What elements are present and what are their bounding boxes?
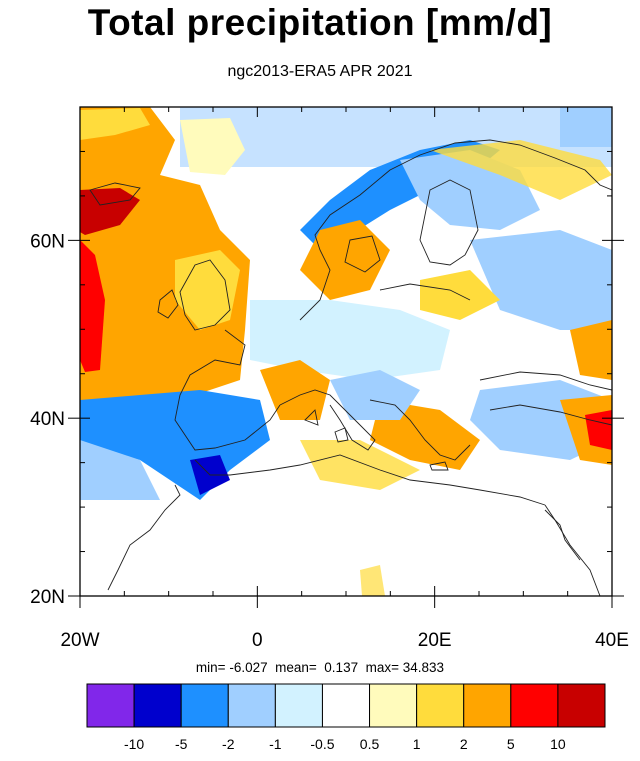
coastlines — [89, 139, 612, 596]
colorbar-swatch — [416, 683, 465, 728]
colorbar-swatch — [227, 683, 276, 728]
y-tick-label: 40N — [30, 409, 65, 430]
colorbar-label: 0.5 — [360, 736, 380, 752]
field-patch — [80, 188, 140, 235]
colorbar-swatch — [321, 683, 371, 728]
field-patch — [300, 440, 420, 490]
y-tick-label: 60N — [30, 231, 65, 252]
colorbar-swatch — [133, 683, 182, 728]
colorbar-label: 10 — [550, 736, 566, 752]
colorbar-label: -5 — [175, 736, 188, 752]
colorbar-label: 1 — [413, 736, 421, 752]
precipitation-field — [80, 107, 612, 596]
x-tick-label: 40E — [595, 630, 629, 651]
field-patch — [180, 118, 245, 175]
colorbar-swatch — [510, 683, 559, 728]
field-patch — [570, 320, 612, 380]
x-tick-label: 20E — [418, 630, 452, 651]
stats-line: min= -6.027 mean= 0.137 max= 34.833 — [0, 660, 640, 675]
colorbar-label: -2 — [222, 736, 235, 752]
page-title: Total precipitation [mm/d] — [87, 2, 553, 43]
y-tick-label: 20N — [30, 587, 65, 608]
stats-min-label: min= — [195, 660, 226, 675]
field-patch — [470, 230, 612, 330]
stats-max-value: 34.833 — [402, 660, 445, 675]
field-patch — [560, 107, 612, 147]
colorbar-swatch — [463, 683, 512, 728]
map-axes: 20N 40N 60N 20W 0 20E 40E — [30, 106, 629, 651]
field-patch — [80, 440, 160, 500]
field-patch — [430, 140, 612, 200]
field-patch — [80, 108, 150, 140]
stats-max-label: max= — [365, 660, 399, 675]
colorbar-swatch — [180, 683, 229, 728]
map-subtitle: ngc2013-ERA5 APR 2021 — [227, 63, 413, 80]
x-tick-label: 20W — [60, 630, 99, 651]
field-patch — [175, 250, 240, 330]
field-patch — [80, 240, 105, 372]
stats-min-value: -6.027 — [229, 660, 268, 675]
colorbar: -10 -5 -2 -1 -0.5 0.5 1 2 5 10 — [86, 683, 606, 752]
colorbar-label: -1 — [269, 736, 282, 752]
x-tick-label: 0 — [252, 630, 263, 651]
colorbar-label: 2 — [460, 736, 468, 752]
colorbar-swatch — [274, 683, 323, 728]
colorbar-label: -0.5 — [310, 736, 334, 752]
colorbar-swatch — [557, 683, 606, 728]
field-patch — [260, 360, 330, 420]
colorbar-swatch — [369, 683, 418, 728]
stats-mean-value: 0.137 — [324, 660, 359, 675]
colorbar-swatch — [86, 683, 135, 728]
field-patch — [360, 565, 385, 596]
stats-mean-label: mean= — [275, 660, 317, 675]
colorbar-label: 5 — [507, 736, 515, 752]
colorbar-label: -10 — [124, 736, 144, 752]
